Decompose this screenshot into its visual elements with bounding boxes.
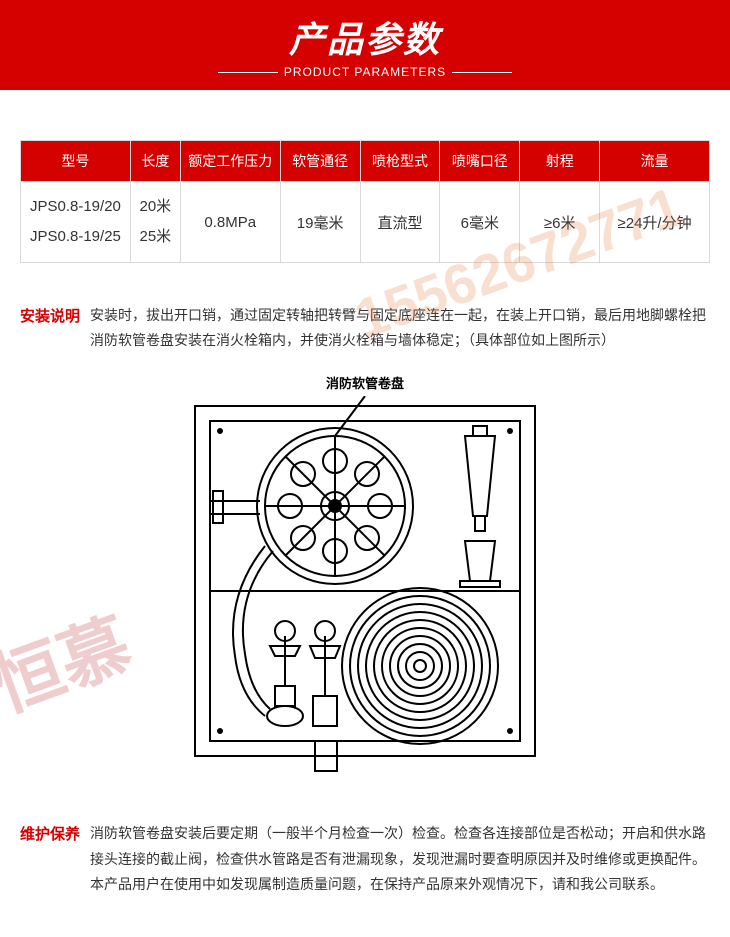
cell-flow: ≥24升/分钟 [600,182,710,263]
th-range: 射程 [520,141,600,182]
th-nozzle-type: 喷枪型式 [360,141,440,182]
title-en: PRODUCT PARAMETERS [284,65,446,79]
cell-range: ≥6米 [520,182,600,263]
content-area: 15562672771 恒慕 型号 长度 额定工作压力 软管通径 喷枪型式 喷嘴… [0,90,730,917]
table-row: JPS0.8-19/20JPS0.8-19/25 20米25米 0.8MPa 1… [21,182,710,263]
cabinet-diagram [165,396,565,776]
th-hose-dia: 软管通径 [280,141,360,182]
th-model: 型号 [21,141,131,182]
parameters-table: 型号 长度 额定工作压力 软管通径 喷枪型式 喷嘴口径 射程 流量 JPS0.8… [20,140,710,263]
th-flow: 流量 [600,141,710,182]
cell-model: JPS0.8-19/20JPS0.8-19/25 [21,182,131,263]
divider-right [452,72,512,73]
install-label: 安装说明 [20,303,90,353]
title-cn: 产品参数 [289,11,441,63]
maintain-section: 维护保养 消防软管卷盘安装后要定期（一般半个月检查一次）检查。检查各连接部位是否… [20,821,710,897]
title-en-row: PRODUCT PARAMETERS [218,65,512,79]
install-text: 安装时，拔出开口销，通过固定转轴把转臂与固定底座连在一起，在装上开口销，最后用地… [90,303,710,353]
table-header-row: 型号 长度 额定工作压力 软管通径 喷枪型式 喷嘴口径 射程 流量 [21,141,710,182]
cell-length: 20米25米 [130,182,180,263]
diagram-area: 消防软管卷盘 [20,373,710,781]
th-pressure: 额定工作压力 [180,141,280,182]
install-section: 安装说明 安装时，拔出开口销，通过固定转轴把转臂与固定底座连在一起，在装上开口销… [20,303,710,353]
maintain-label: 维护保养 [20,821,90,897]
maintain-text: 消防软管卷盘安装后要定期（一般半个月检查一次）检查。检查各连接部位是否松动；开启… [90,821,710,897]
cell-nozzle-type: 直流型 [360,182,440,263]
th-length: 长度 [130,141,180,182]
diagram-label: 消防软管卷盘 [20,373,710,392]
cell-nozzle-dia: 6毫米 [440,182,520,263]
cell-pressure: 0.8MPa [180,182,280,263]
header-banner: 产品参数 PRODUCT PARAMETERS [0,0,730,90]
cell-hose-dia: 19毫米 [280,182,360,263]
th-nozzle-dia: 喷嘴口径 [440,141,520,182]
divider-left [218,72,278,73]
